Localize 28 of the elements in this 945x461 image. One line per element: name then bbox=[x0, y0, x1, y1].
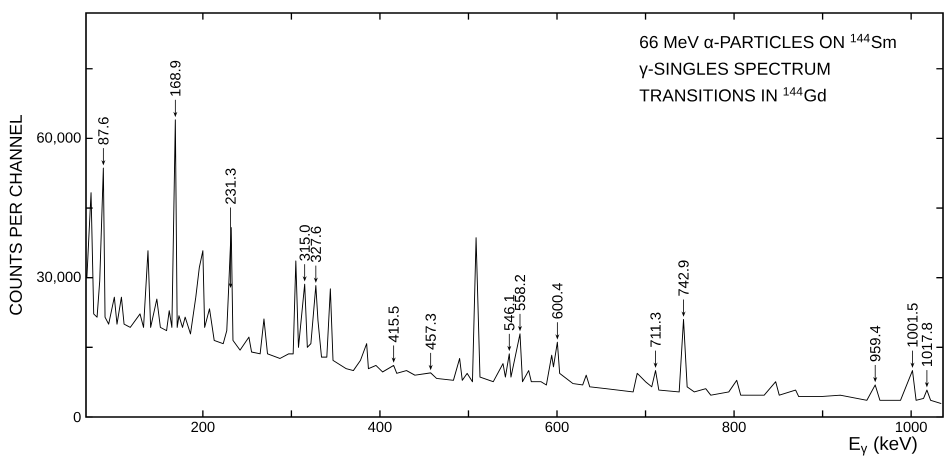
annotation: 168.9 bbox=[170, 60, 181, 96]
annotation: 87.6 bbox=[98, 117, 109, 145]
annotation: 600.4 bbox=[552, 283, 563, 319]
annotation: 742.9 bbox=[678, 260, 689, 296]
annotation: 711.3 bbox=[650, 312, 661, 347]
x-axis-title: E$_{γ}$ (keV) bbox=[850, 436, 917, 456]
x-tick-label: 800 bbox=[722, 422, 746, 432]
x-tick-label: 400 bbox=[368, 422, 392, 432]
annotation: 315.0 bbox=[300, 225, 310, 261]
annotation: 959.4 bbox=[870, 326, 880, 362]
annotation: 558.2 bbox=[514, 274, 526, 310]
annotation: 457.3 bbox=[425, 314, 436, 350]
x-tick-label: 1000 bbox=[896, 422, 927, 432]
y-tick-label: 0 bbox=[74, 412, 81, 422]
annotation: 327.6 bbox=[310, 226, 322, 262]
x-tick-label: 200 bbox=[191, 422, 215, 432]
y-tick-label: 60,000 bbox=[37, 132, 81, 144]
annotation: 415.5 bbox=[388, 306, 399, 342]
annotation: TRANSITIONS IN $^{144}$Gd bbox=[640, 87, 826, 102]
text: 66 MeV α-PARTICLES ON $^{144}$Sm bbox=[640, 34, 896, 48]
text: γ-SINGLES SPECTRUM bbox=[639, 62, 830, 78]
y-tick-label: 30,000 bbox=[36, 272, 81, 284]
annotation: 1017.8 bbox=[922, 322, 932, 366]
annotation: 1001.5 bbox=[907, 303, 918, 347]
annotation: 231.3 bbox=[225, 168, 236, 204]
annotation: 546.1 bbox=[504, 294, 514, 330]
y-axis-title: COUNTS PER CHANNEL bbox=[10, 114, 22, 315]
x-tick-label: 600 bbox=[546, 422, 569, 432]
